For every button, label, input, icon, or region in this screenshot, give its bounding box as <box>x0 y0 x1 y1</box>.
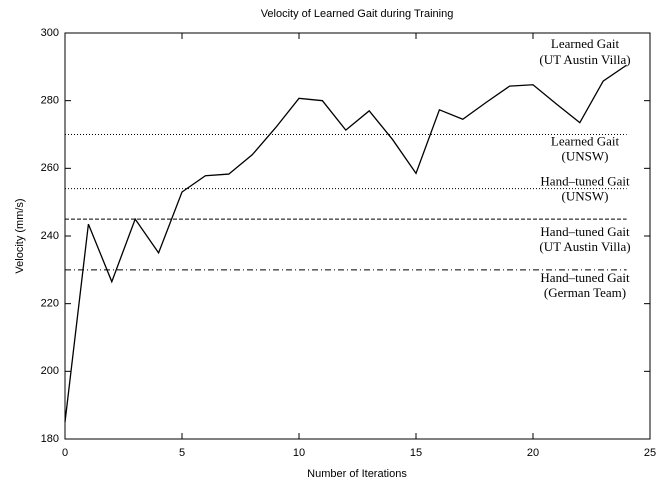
y-tick-label: 220 <box>41 298 59 310</box>
reference-label: (German Team) <box>544 285 626 300</box>
x-tick-label: 10 <box>293 447 305 459</box>
reference-label: (UT Austin Villa) <box>539 239 630 254</box>
data-line <box>64 64 627 423</box>
series-label: Learned Gait <box>551 36 620 51</box>
reference-label: (UNSW) <box>562 189 609 204</box>
x-tick-label: 25 <box>644 447 656 459</box>
reference-label: Learned Gait <box>551 133 620 148</box>
series-label: (UT Austin Villa) <box>539 52 630 67</box>
reference-label: Hand–tuned Gait <box>540 270 630 285</box>
y-tick-label: 240 <box>41 230 59 242</box>
y-tick-label: 260 <box>41 162 59 174</box>
reference-label: Hand–tuned Gait <box>540 224 630 239</box>
y-tick-label: 180 <box>41 433 59 445</box>
y-axis-label: Velocity (mm/s) <box>14 198 26 273</box>
y-tick-label: 280 <box>41 95 59 107</box>
x-axis-label: Number of Iterations <box>307 468 407 480</box>
x-tick-label: 5 <box>179 447 185 459</box>
x-tick-label: 20 <box>527 447 539 459</box>
y-tick-label: 300 <box>41 27 59 39</box>
x-tick-label: 15 <box>410 447 422 459</box>
reference-label: (UNSW) <box>562 148 609 163</box>
chart-title: Velocity of Learned Gait during Training <box>261 8 454 20</box>
reference-label: Hand–tuned Gait <box>540 174 630 189</box>
y-tick-label: 200 <box>41 365 59 377</box>
x-tick-label: 0 <box>62 447 68 459</box>
